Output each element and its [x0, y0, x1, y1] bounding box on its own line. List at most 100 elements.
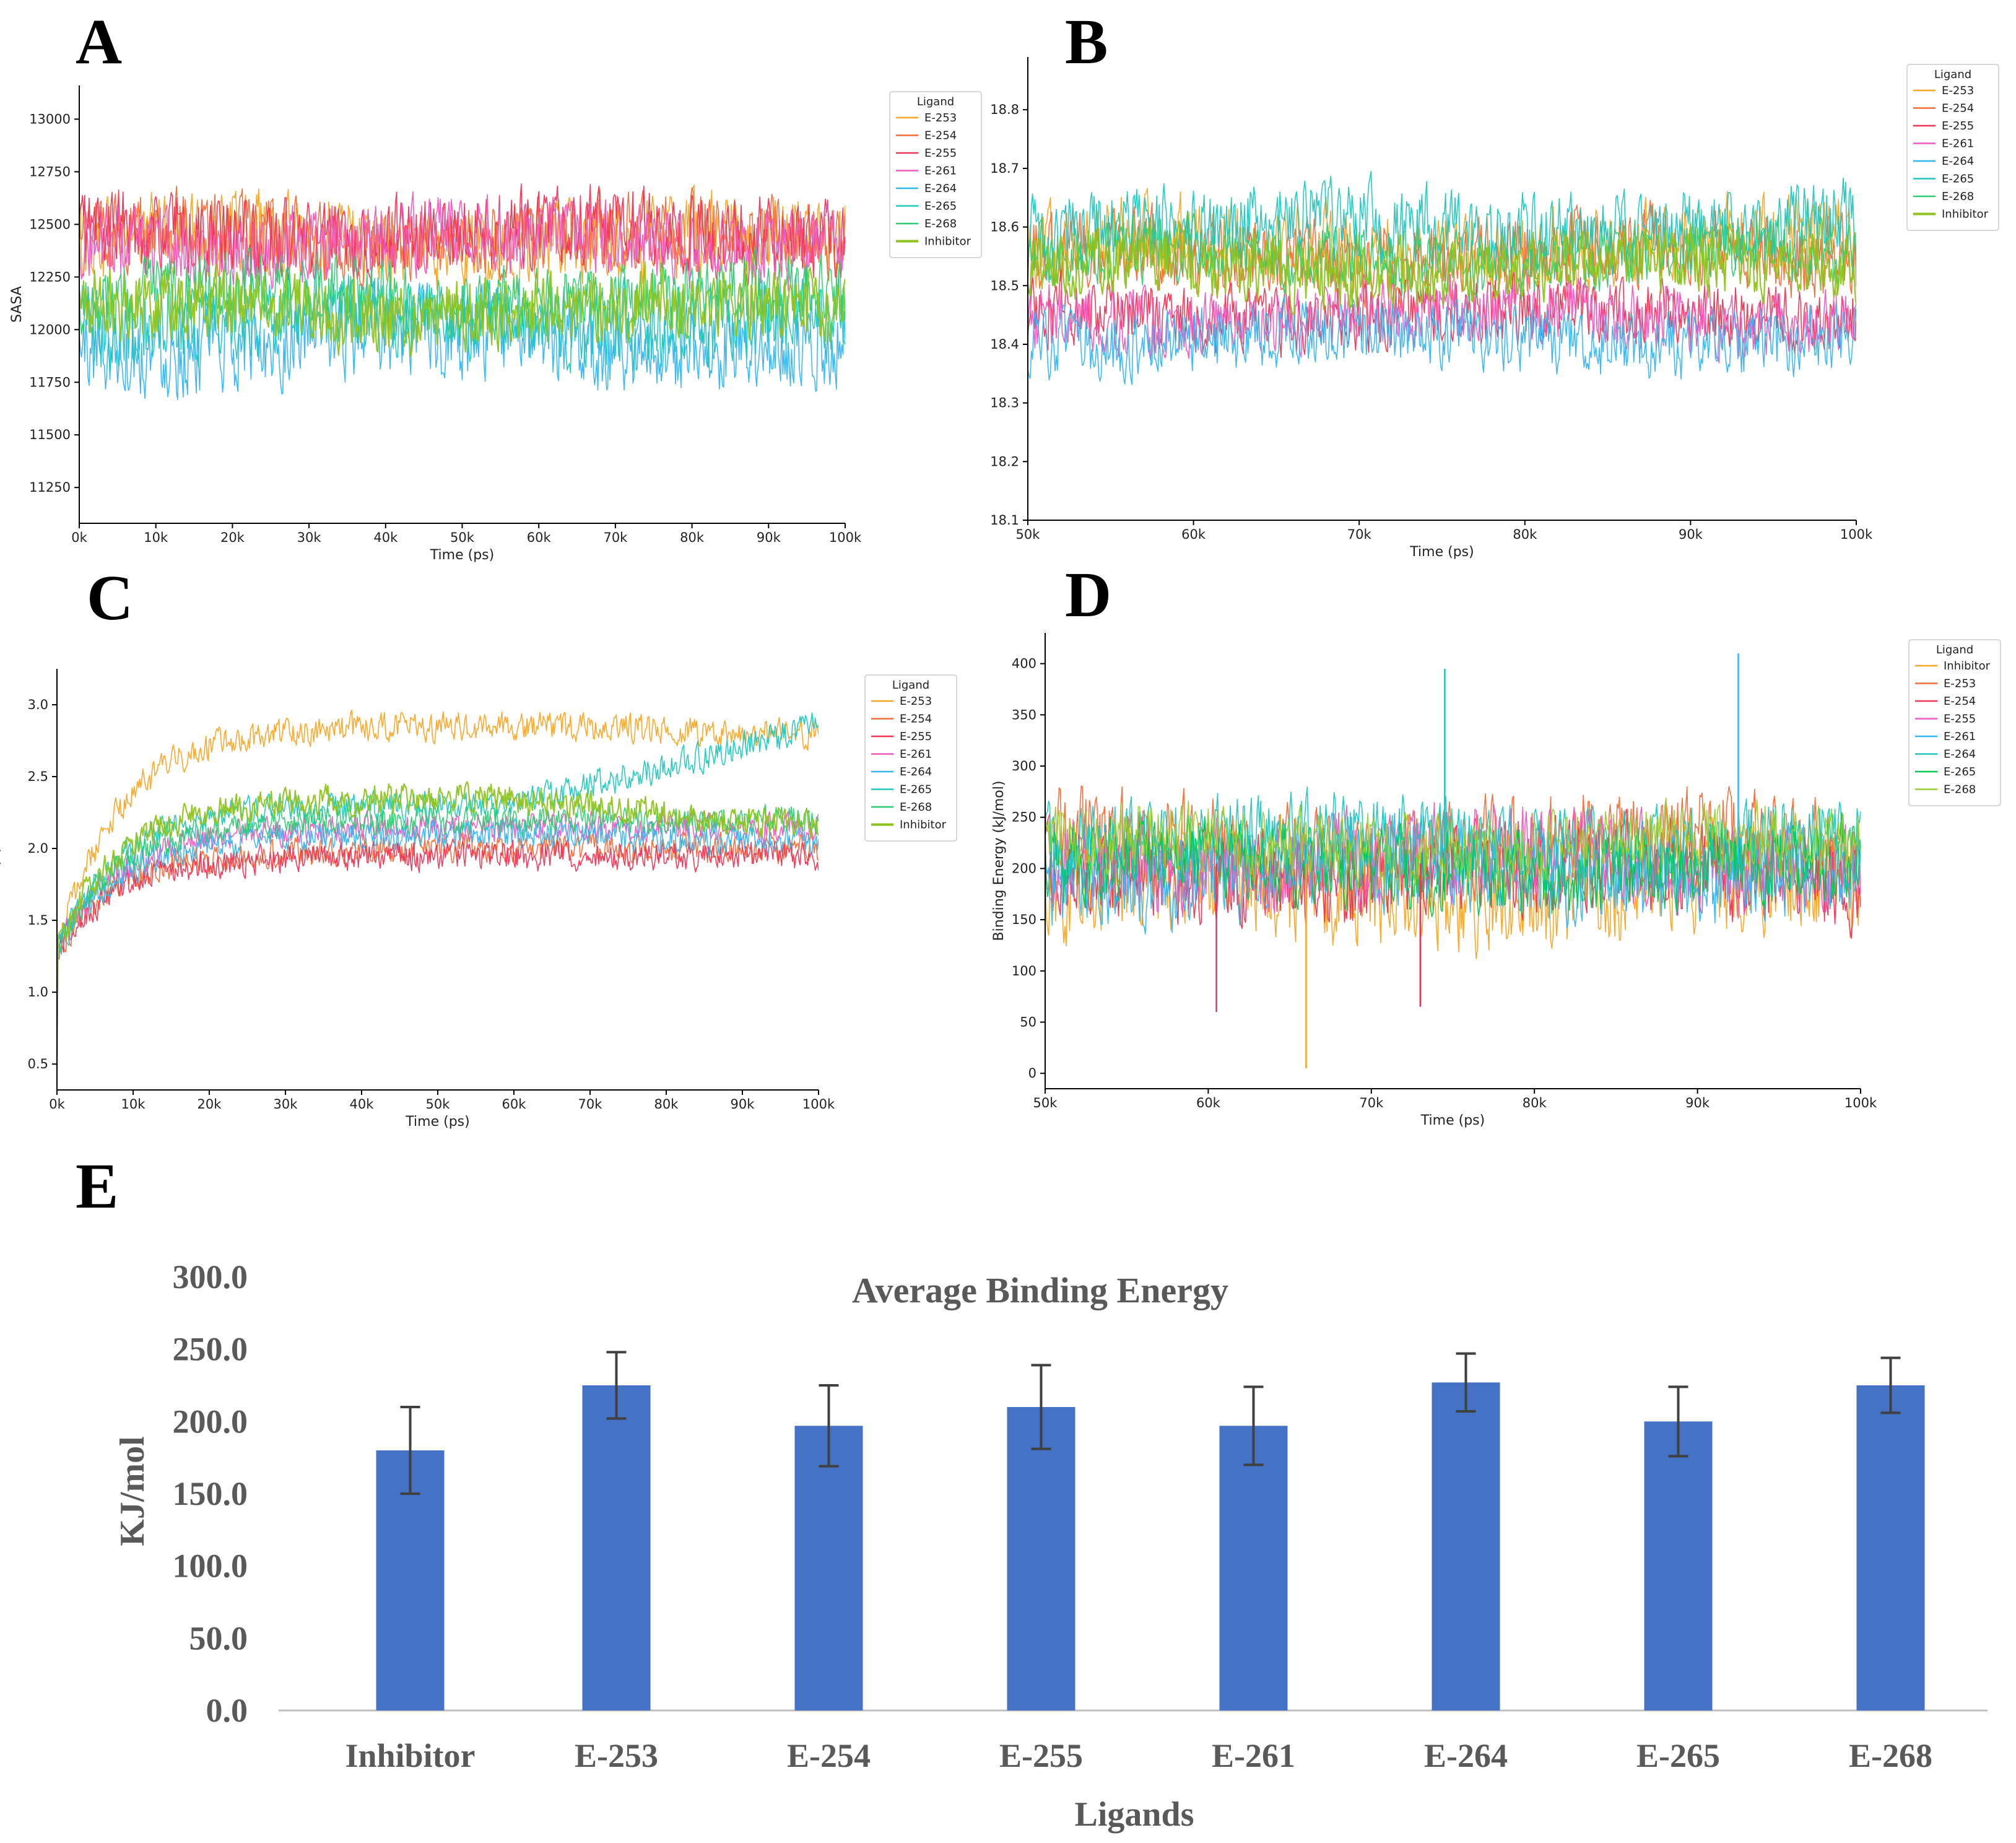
x-tick-label: 50k [426, 1097, 451, 1112]
legend-title: Ligand [892, 679, 929, 692]
x-tick-label: 20k [220, 530, 245, 545]
chart-rmsd: 0k 10k 20k 30k 40k 50k 60k 70k 80k 90k 100k 0.5 1.0 1… [0, 669, 957, 1130]
y-tick-label: 150.0 [173, 1475, 248, 1512]
y-axis-label: Binding Energy (kJ/mol) [991, 781, 1007, 941]
series-line-e-255 [79, 183, 845, 287]
series-line-e-264 [79, 281, 845, 401]
bar-e-261 [1219, 1426, 1288, 1710]
x-axis-label: Time (ps) [430, 547, 494, 563]
y-tick-label: 11500 [29, 427, 71, 442]
y-tick-label: 200.0 [173, 1403, 248, 1440]
chart-binding-energy: 50k 60k 70k 80k 90k 100k 0 50 100 150 200 250 300 350… [991, 633, 2001, 1128]
y-tick-label: 1.5 [28, 913, 48, 928]
x-tick-label: 80k [654, 1097, 679, 1112]
legend-label-e-264: E-264 [924, 182, 957, 195]
panel-letter-d: D [1065, 559, 1111, 630]
y-tick-label: 0.0 [206, 1692, 248, 1729]
chart-sasa: 0k 10k 20k 30k 40k 50k 60k 70k 80k 90k 100k 11250 11… [9, 85, 982, 563]
series-line-e-261 [79, 191, 845, 292]
series-line-e-264 [57, 818, 819, 1071]
x-tick-label: 100k [1844, 1096, 1877, 1110]
bar-e-264 [1432, 1382, 1500, 1710]
y-tick-label: 18.4 [990, 337, 1019, 352]
x-tick-label: E-254 [787, 1737, 871, 1774]
legend-label-e-265: E-265 [924, 200, 957, 213]
x-tick-label: 80k [680, 530, 705, 545]
legend: Ligand E-253 E-254 E-255 E-261 E-264 E-265 E-26… [1906, 64, 1999, 231]
x-tick-label: 50k [1016, 527, 1041, 542]
y-tick-label: 100 [1012, 964, 1036, 978]
x-tick-label: 70k [603, 530, 628, 545]
series-line-e-268 [79, 245, 845, 345]
series-line-inhibitor [1028, 220, 1856, 315]
x-tick-label: 10k [121, 1097, 146, 1112]
x-tick-label: 0k [49, 1097, 65, 1112]
x-tick-label: 90k [731, 1097, 755, 1112]
x-tick-label: E-261 [1212, 1737, 1295, 1774]
legend-label-e-265: E-265 [1942, 173, 1974, 186]
y-tick-label: 50.0 [189, 1619, 248, 1657]
series-line-e-254 [79, 185, 845, 290]
legend-label-e-264: E-264 [1944, 748, 1976, 761]
series-line-e-265 [57, 712, 819, 1071]
bar-e-255 [1007, 1407, 1075, 1710]
y-tick-label: 0 [1028, 1066, 1036, 1081]
chart-title: Average Binding Energy [852, 1270, 1228, 1310]
x-tick-label: E-264 [1424, 1737, 1508, 1774]
x-axis-label: Ligands [1075, 1795, 1194, 1834]
x-tick-label: 100k [829, 530, 862, 545]
x-tick-label: Inhibitor [345, 1737, 475, 1774]
y-tick-label: 18.6 [990, 220, 1019, 235]
legend-title: Ligand [1934, 68, 1971, 81]
x-tick-label: 90k [1685, 1096, 1710, 1110]
x-tick-label: 70k [578, 1097, 603, 1112]
y-tick-label: 3.0 [28, 697, 48, 712]
x-tick-label: 60k [1196, 1096, 1221, 1110]
y-tick-label: 12500 [29, 217, 71, 232]
y-tick-label: 300 [1012, 759, 1036, 773]
y-tick-label: 150 [1012, 912, 1036, 927]
y-tick-label: 1.0 [28, 985, 48, 1000]
x-tick-label: 40k [373, 530, 398, 545]
series-line-e-268 [1045, 797, 1861, 891]
x-tick-label: 60k [527, 530, 552, 545]
y-axis-label: KJ/mol [113, 1436, 152, 1546]
x-tick-label: 30k [274, 1097, 298, 1112]
x-tick-label: 10k [144, 530, 168, 545]
y-tick-label: 2.5 [28, 769, 48, 784]
legend-label-inhibitor: Inhibitor [1942, 208, 1989, 221]
y-tick-label: 250 [1012, 810, 1036, 825]
y-axis-label: SASA [9, 286, 25, 323]
x-tick-label: E-268 [1849, 1737, 1932, 1774]
y-axis-label: RMSD (Å) [0, 847, 2, 912]
series-group [79, 183, 845, 401]
y-tick-label: 18.3 [990, 396, 1019, 411]
legend-label-e-265: E-265 [1944, 765, 1976, 778]
chart-average-binding-energy: Average Binding Energy 0.0 50.0 100.0 150.0 2… [113, 1258, 1988, 1834]
series-line-e-254 [57, 830, 819, 1071]
series-line-e-255 [1028, 269, 1856, 358]
legend-box [1906, 64, 1999, 231]
y-tick-label: 100.0 [173, 1548, 248, 1585]
legend-label-e-268: E-268 [900, 801, 932, 814]
series-line-e-253 [57, 709, 819, 1071]
legend-box [864, 674, 957, 842]
legend: Ligand Inhibitor E-253 E-254 E-255 E-261 E-264… [1908, 639, 2001, 806]
panel-letter-e: E [76, 1151, 118, 1222]
legend-label-inhibitor: Inhibitor [1944, 660, 1991, 673]
bar-e-265 [1644, 1421, 1713, 1710]
series-line-inhibitor [57, 781, 819, 1071]
y-tick-label: 250.0 [173, 1331, 248, 1368]
y-tick-label: 350 [1012, 707, 1036, 722]
legend-label-inhibitor: Inhibitor [924, 235, 971, 248]
legend-label-e-255: E-255 [900, 730, 932, 743]
series-line-e-261 [57, 810, 819, 1071]
x-tick-label: 80k [1523, 1096, 1547, 1110]
legend-label-e-254: E-254 [1942, 102, 1974, 115]
legend-label-e-265: E-265 [900, 783, 932, 796]
y-tick-label: 2.0 [28, 841, 48, 856]
series-line-inhibitor [79, 260, 845, 357]
series-line-e-255 [57, 837, 819, 1071]
chart-b-timeseries: 50k 60k 70k 80k 90k 100k 18.1 18.2 18.3 18.4 18.5 1… [990, 57, 1999, 560]
panel-letter-b: B [1065, 6, 1108, 77]
